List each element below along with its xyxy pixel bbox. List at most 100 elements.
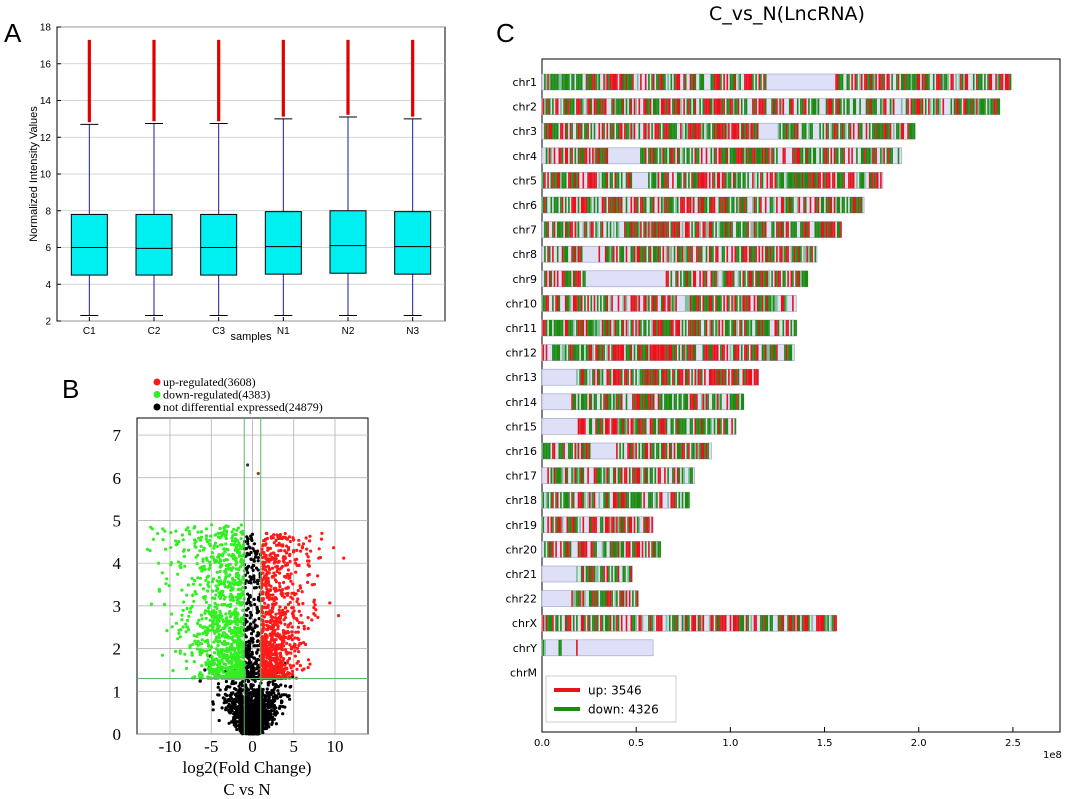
volcano-point-ns: [247, 545, 251, 549]
chromosome-mark: [592, 172, 594, 189]
volcano-point-up: [302, 624, 306, 628]
chromosome-mark: [718, 98, 721, 115]
chromosome-mark: [812, 172, 815, 189]
chromosome-mark: [624, 123, 626, 140]
chromosome-mark: [732, 123, 735, 140]
volcano-point-up: [296, 630, 300, 634]
volcano-point-down: [191, 582, 196, 586]
chromosome-mark: [731, 74, 733, 90]
volcano-point-ns: [249, 667, 253, 671]
chromosome-mark: [836, 123, 839, 140]
volcano-point-down: [228, 670, 232, 674]
volcano-point-down: [180, 533, 184, 537]
volcano-point-up: [263, 568, 268, 572]
chromosome-mark: [836, 172, 839, 189]
volcano-x-tick-label: -10: [159, 737, 182, 756]
volcano-point-up: [268, 646, 272, 650]
volcano-point-up: [275, 569, 279, 574]
chromosome-mark: [763, 147, 765, 164]
volcano-point-down: [228, 562, 232, 567]
chromosome-mark: [712, 123, 714, 140]
volcano-point-down: [212, 670, 216, 674]
volcano-point-down: [240, 650, 244, 655]
chromosome-mark: [846, 98, 849, 115]
chromosome-mark: [585, 74, 588, 90]
chromosome-mark: [872, 123, 874, 140]
chromosome-mark: [843, 172, 845, 189]
chromosome-mark: [929, 98, 932, 115]
chromosome-mark: [883, 123, 885, 140]
chromosome-mark: [688, 123, 690, 140]
chromosome-mark: [558, 147, 561, 164]
volcano-point-up: [268, 655, 273, 659]
volcano-x-tick-label: 0: [248, 737, 257, 756]
volcano-point-up: [308, 539, 312, 543]
chromosome-mark: [865, 147, 868, 164]
chromosome-mark: [620, 98, 623, 115]
chromosome-mark: [596, 98, 599, 115]
volcano-point-up: [271, 602, 275, 606]
volcano-point-down: [225, 558, 230, 562]
boxplot-iqr-box: [264, 211, 302, 275]
chromosome-mark: [569, 98, 572, 115]
volcano-point-down: [162, 602, 167, 607]
chromosome-mark: [988, 98, 991, 115]
chromosome-mark: [750, 123, 753, 140]
chromosome-mark: [752, 172, 754, 189]
chromosome-mark: [595, 147, 597, 164]
panel-letter-c: C: [496, 18, 515, 48]
volcano-point-up: [277, 671, 281, 675]
chromosome-mark: [561, 172, 564, 189]
chromosome-mark: [715, 147, 717, 164]
volcano-point-down: [182, 600, 186, 604]
chromosome-mark: [640, 74, 642, 90]
volcano-point-down: [239, 643, 243, 647]
chromosome-mark: [1004, 74, 1007, 90]
volcano-point-down: [177, 631, 181, 636]
volcano-point-down: [218, 674, 223, 678]
chromosome-mark: [908, 123, 911, 140]
volcano-point-up: [279, 643, 283, 647]
volcano-point-down: [237, 595, 241, 599]
chromosome-mark: [651, 197, 653, 213]
volcano-point-ns: [278, 695, 282, 699]
volcano-point-down: [235, 657, 240, 661]
chromosome-mark: [812, 98, 815, 115]
chromosome-mark: [672, 123, 674, 140]
volcano-point-down: [150, 527, 154, 531]
chromosome-mark: [625, 123, 628, 140]
chromosome-mark: [726, 172, 729, 189]
volcano-point-down: [235, 601, 239, 605]
chromosome-mark: [652, 172, 655, 189]
chromosome-mark: [718, 147, 721, 164]
volcano-point-ns: [224, 706, 228, 710]
chromosome-mark: [553, 123, 556, 140]
chromosome-mark: [924, 98, 927, 115]
chromosome-mark: [728, 172, 730, 189]
volcano-point-up: [273, 602, 277, 606]
volcano-point-up: [276, 627, 280, 631]
volcano-y-tick-label: 4: [113, 554, 122, 573]
chromosome-mark: [830, 147, 833, 164]
chromosome-mark: [913, 74, 916, 90]
volcano-point-ns: [252, 671, 256, 675]
volcano-point-up: [282, 657, 286, 661]
volcano-point-up: [262, 655, 266, 659]
volcano-point-down: [206, 654, 210, 658]
chromosome-mark: [915, 98, 917, 115]
chromosome-mark: [665, 147, 668, 164]
volcano-point-down: [237, 573, 241, 578]
volcano-point-down: [222, 547, 226, 551]
chromosome-mark: [892, 98, 895, 115]
volcano-point-up: [273, 573, 278, 577]
volcano-point-ns: [233, 700, 238, 704]
chromosome-mark: [932, 74, 935, 90]
chromosome-mark: [788, 172, 791, 189]
volcano-point-up: [277, 616, 281, 620]
chromosome-mark: [742, 123, 745, 140]
volcano-point-up: [297, 621, 301, 625]
volcano-point-down: [235, 627, 239, 631]
chromosome-mark: [724, 172, 727, 189]
volcano-point-ns: [265, 718, 269, 723]
chromosome-mark: [732, 98, 735, 115]
